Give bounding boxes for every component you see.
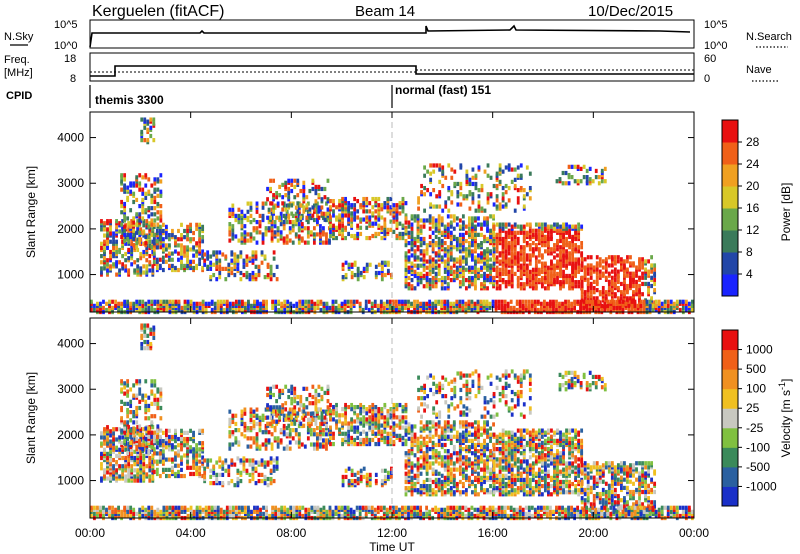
nsearch-tick-bottom: 10^0 bbox=[704, 40, 728, 52]
power-cells bbox=[90, 117, 694, 315]
velocity-colorbar-tick: -1000 bbox=[746, 479, 777, 493]
y-tick-label: 3000 bbox=[57, 176, 84, 190]
x-tick-label: 12:00 bbox=[377, 526, 407, 540]
colorbar-swatch bbox=[722, 252, 738, 275]
colorbar-swatch bbox=[722, 466, 738, 487]
nsky-tick-top: 10^5 bbox=[54, 19, 78, 31]
velocity-colorbar-tick: -100 bbox=[746, 440, 770, 454]
y-tick-label: 1000 bbox=[57, 474, 84, 488]
velocity-ylabel: Slant Range [km] bbox=[24, 372, 38, 464]
nsearch-label: N.Search bbox=[746, 31, 792, 43]
power-colorbar-tick: 28 bbox=[746, 135, 760, 149]
cpid-mode-1: themis 3300 bbox=[95, 93, 164, 107]
power-ylabel: Slant Range [km] bbox=[24, 166, 38, 258]
velocity-colorbar: 1000 500 100 25 -25 -100 -500 -1000 bbox=[721, 329, 777, 507]
y-tick-label: 2000 bbox=[57, 222, 84, 236]
cpid-label: CPID bbox=[6, 90, 32, 102]
cpid-strip: CPID themis 3300 normal (fast) 151 bbox=[6, 83, 491, 108]
nsky-trace bbox=[89, 24, 691, 48]
velocity-colorbar-tick: -500 bbox=[746, 460, 770, 474]
x-tick-label: 08:00 bbox=[276, 526, 306, 540]
colorbar-swatch bbox=[722, 142, 738, 165]
colorbar-swatch bbox=[722, 164, 738, 187]
velocity-cells bbox=[90, 323, 694, 521]
power-colorbar-tick: 16 bbox=[746, 201, 760, 215]
freq-tick-bottom: 8 bbox=[70, 73, 76, 85]
power-colorbar-tick: 24 bbox=[746, 157, 760, 171]
colorbar-swatch bbox=[722, 447, 738, 468]
nave-trace bbox=[90, 69, 694, 73]
sky-search-panel: N.Sky 10^5 10^0 10^5 10^0 N.Search bbox=[4, 19, 792, 52]
date-title: 10/Dec/2015 bbox=[588, 3, 673, 20]
velocity-colorbar-label: Velocity [m s-1] bbox=[777, 379, 793, 458]
nsky-tick-bottom: 10^0 bbox=[54, 40, 78, 52]
nave-tick-bottom: 0 bbox=[704, 73, 710, 85]
power-panel: 1000 2000 3000 4000 Slant Range [km] 4 8 12 16… bbox=[24, 111, 793, 315]
power-colorbar-label: Power [dB] bbox=[779, 183, 793, 242]
freq-tick-top: 18 bbox=[64, 53, 76, 65]
velocity-colorbar-tick: 1000 bbox=[746, 343, 773, 357]
velocity-colorbar-tick: 500 bbox=[746, 362, 766, 376]
y-tick-label: 4000 bbox=[57, 337, 84, 351]
colorbar-swatch bbox=[722, 120, 738, 143]
colorbar-swatch bbox=[722, 427, 738, 448]
x-tick-label: 00:00 bbox=[679, 526, 709, 540]
power-colorbar-tick: 8 bbox=[746, 245, 753, 259]
x-tick-label: 16:00 bbox=[478, 526, 508, 540]
power-colorbar-tick: 4 bbox=[746, 267, 753, 281]
beam-title: Beam 14 bbox=[355, 3, 415, 20]
colorbar-swatch bbox=[722, 486, 738, 507]
x-tick-label: 20:00 bbox=[578, 526, 608, 540]
velocity-colorbar-tick: 25 bbox=[746, 401, 760, 415]
x-axis-label: Time UT bbox=[369, 540, 415, 554]
y-tick-label: 3000 bbox=[57, 382, 84, 396]
power-colorbar-tick: 20 bbox=[746, 179, 760, 193]
nsearch-tick-top: 10^5 bbox=[704, 19, 728, 31]
power-colorbar-tick: 12 bbox=[746, 223, 760, 237]
x-tick-label: 00:00 bbox=[75, 526, 105, 540]
colorbar-swatch bbox=[722, 408, 738, 429]
y-tick-label: 1000 bbox=[57, 268, 84, 282]
colorbar-swatch bbox=[722, 388, 738, 409]
radar-title: Kerguelen (fitACF) bbox=[92, 3, 225, 20]
freq-nave-panel: Freq. [MHz] 18 8 60 0 Nave bbox=[4, 52, 780, 85]
y-tick-label: 2000 bbox=[57, 428, 84, 442]
cpid-mode-2: normal (fast) 151 bbox=[395, 83, 491, 97]
colorbar-swatch bbox=[722, 330, 738, 351]
velocity-colorbar-tick: -25 bbox=[746, 421, 764, 435]
nave-label: Nave bbox=[746, 64, 772, 76]
y-tick-label: 4000 bbox=[57, 131, 84, 145]
colorbar-swatch bbox=[722, 186, 738, 209]
freq-unit-label: [MHz] bbox=[4, 67, 33, 79]
colorbar-swatch bbox=[722, 369, 738, 390]
colorbar-swatch bbox=[722, 274, 738, 297]
freq-trace bbox=[90, 65, 694, 77]
colorbar-swatch bbox=[722, 208, 738, 231]
power-colorbar: 4 8 12 16 20 24 28 bbox=[721, 119, 760, 297]
nsky-label: N.Sky bbox=[4, 31, 34, 43]
colorbar-swatch bbox=[722, 349, 738, 370]
velocity-panel: 1000 2000 3000 4000 Slant Range [km] 1000 50… bbox=[24, 317, 793, 521]
velocity-colorbar-tick: 100 bbox=[746, 382, 766, 396]
nave-tick-top: 60 bbox=[704, 53, 716, 65]
x-tick-label: 04:00 bbox=[176, 526, 206, 540]
freq-label: Freq. bbox=[4, 54, 30, 66]
colorbar-swatch bbox=[722, 230, 738, 253]
